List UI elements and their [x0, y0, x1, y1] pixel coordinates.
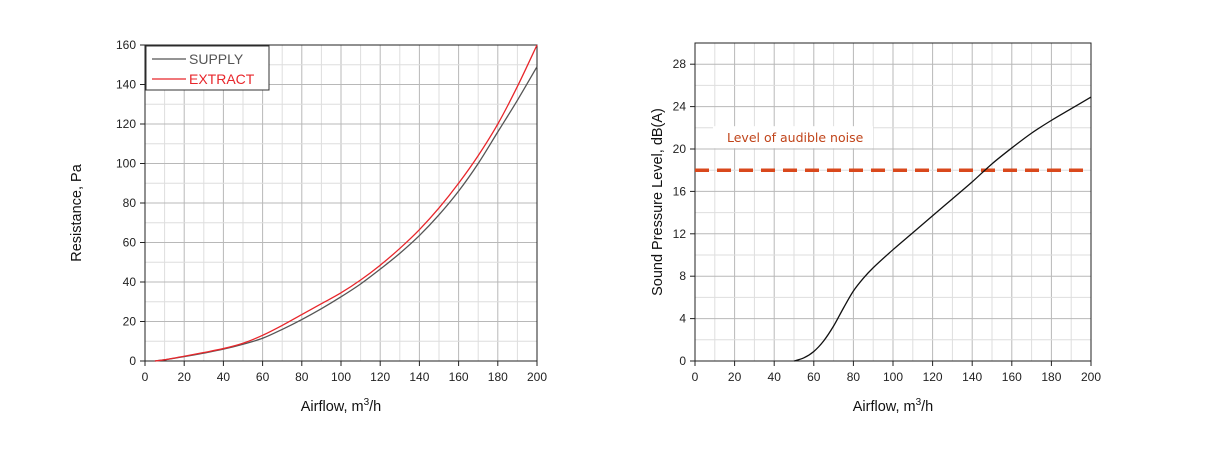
- x-tick-label: 160: [1002, 370, 1022, 384]
- y-tick-label: 0: [129, 354, 136, 368]
- x-tick-label: 100: [883, 370, 903, 384]
- x-tick-label: 40: [217, 370, 231, 384]
- grid: [695, 43, 1091, 361]
- legend-box: [145, 45, 270, 91]
- chart-2: 0 20 40 60 80 100 120 140 160 180 200 0 4 8 12 16 20 24 28…: [650, 42, 1101, 415]
- x-tick-label: 120: [923, 370, 943, 384]
- y-tick-label: 8: [679, 269, 686, 283]
- y-tick-label: 28: [673, 57, 687, 71]
- threshold-label-bg: [713, 126, 873, 149]
- x-axis-label-main: Airflow, m: [301, 399, 364, 415]
- x-tick-label: 160: [449, 370, 469, 384]
- x-axis-label: Airflow, m3/h: [301, 397, 382, 415]
- x-tick-label: 180: [1041, 370, 1061, 384]
- y-tick-label: 0: [679, 354, 686, 368]
- x-tick-label: 0: [692, 370, 699, 384]
- legend: SUPPLY EXTRACT: [145, 45, 270, 91]
- y-tick-label: 120: [116, 117, 136, 131]
- x-tick-label: 0: [142, 370, 149, 384]
- legend-entry: EXTRACT: [189, 71, 255, 87]
- x-tick-label: 40: [768, 370, 782, 384]
- x-axis-label-suffix: /h: [921, 399, 933, 415]
- x-tick-label: 200: [1081, 370, 1101, 384]
- y-tick-label: 24: [673, 100, 687, 114]
- y-tick-label: 20: [673, 142, 687, 156]
- x-tick-label: 200: [527, 370, 547, 384]
- series-line-extract: [154, 44, 538, 362]
- y-tick-label: 4: [679, 312, 686, 326]
- x-tick-label: 140: [962, 370, 982, 384]
- chart-1: 0 20 40 60 80 100 120 140 160 180 200 0 20 40 60 80 100 1…: [69, 38, 547, 415]
- y-tick-label: 20: [123, 315, 137, 329]
- y-tick-label: 40: [123, 275, 137, 289]
- x-tick-label: 60: [256, 370, 270, 384]
- series-line-supply: [154, 66, 538, 362]
- x-tick-label: 100: [331, 370, 351, 384]
- x-tick-label: 80: [847, 370, 861, 384]
- y-tick-label: 60: [123, 236, 137, 250]
- legend-entry: SUPPLY: [189, 51, 244, 67]
- x-axis-label-suffix: /h: [369, 399, 381, 415]
- threshold-label: Level of audible noise: [727, 130, 864, 145]
- y-axis-label: Sound Pressure Level, dB(A): [650, 108, 666, 296]
- y-tick-label: 100: [116, 157, 136, 171]
- y-tick-label: 16: [673, 184, 687, 198]
- series-line-spl: [793, 96, 1092, 362]
- x-tick-label: 20: [178, 370, 192, 384]
- y-axis-label: Resistance, Pa: [69, 163, 85, 261]
- x-axis-label-sup: 3: [916, 397, 922, 408]
- x-tick-label: 120: [370, 370, 390, 384]
- y-tick-label: 140: [116, 78, 136, 92]
- x-axis-label-sup: 3: [364, 397, 370, 408]
- x-tick-label: 20: [728, 370, 742, 384]
- x-axis-label-main: Airflow, m: [853, 399, 916, 415]
- y-tick-label: 160: [116, 38, 136, 52]
- grid: [145, 45, 537, 361]
- x-tick-label: 180: [488, 370, 508, 384]
- x-tick-label: 140: [409, 370, 429, 384]
- x-tick-label: 60: [807, 370, 821, 384]
- y-tick-label: 12: [673, 227, 687, 241]
- y-tick-label: 80: [123, 196, 137, 210]
- x-tick-label: 80: [295, 370, 309, 384]
- x-axis-label: Airflow, m3/h: [853, 397, 934, 415]
